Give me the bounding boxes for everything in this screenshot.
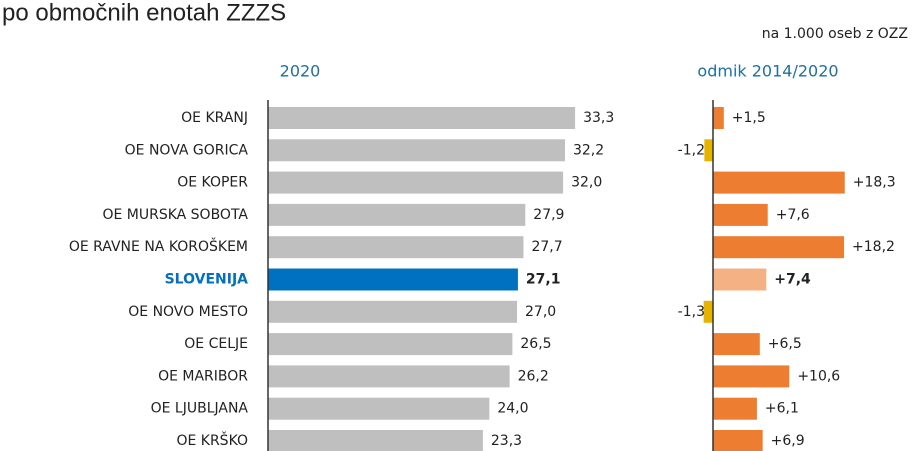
bar [268,397,490,420]
panel-title: odmik 2014/2020 [697,62,838,81]
value-label: -1,3 [678,304,705,320]
value-label: 27,0 [525,304,556,320]
value-label: +6,5 [768,336,802,352]
category-label: OE KRANJ [181,110,248,126]
category-label: OE RAVNE NA KOROŠKEM [69,237,248,255]
bar [268,268,518,291]
value-label: 23,3 [491,433,522,449]
bar [268,139,565,162]
bar [268,171,564,194]
value-label: +7,6 [776,207,810,223]
bar [268,107,576,129]
bar [713,268,767,291]
category-label: OE MURSKA SOBOTA [102,207,248,223]
bar [268,203,526,226]
value-label: +6,1 [765,401,799,417]
value-label: +10,6 [797,368,840,384]
bar [713,171,845,194]
bar [268,236,524,259]
value-label: +7,4 [774,272,811,288]
bar [713,333,760,356]
category-label: OE CELJE [184,336,248,352]
value-label: -1,2 [678,142,705,158]
value-label: 26,2 [518,368,549,384]
value-label: 32,0 [571,175,602,191]
value-label: 27,1 [526,272,561,288]
bar [713,430,763,451]
value-label: +6,9 [771,433,805,449]
value-label: 27,7 [531,239,562,255]
bar [713,107,724,129]
bar [703,300,713,323]
category-label: OE NOVA GORICA [125,142,249,158]
page-title: po območnih enotah ZZZS [2,0,286,26]
value-label: +1,5 [732,110,766,126]
bar [268,430,483,451]
panel-title: 2020 [280,62,321,81]
category-label: OE LJUBLJANA [151,401,249,417]
bar [268,300,517,323]
value-label: +18,3 [853,175,896,191]
category-label: OE KOPER [177,175,248,191]
value-label: 24,0 [497,401,528,417]
bar [268,365,510,388]
category-label: OE MARIBOR [158,368,248,384]
value-label: 26,5 [520,336,551,352]
bar [713,365,790,388]
bar [268,333,513,356]
bar [704,139,713,162]
category-label: OE KRŠKO [176,431,248,449]
value-label: 27,9 [533,207,564,223]
unit-note: na 1.000 oseb z OZZ [762,26,908,42]
value-label: 32,2 [573,142,604,158]
category-label: OE NOVO MESTO [128,304,248,320]
value-label: 33,3 [583,110,614,126]
category-label: SLOVENIJA [165,272,249,288]
bar [713,397,757,420]
value-label: +18,2 [852,239,895,255]
bar [713,236,845,259]
bar [713,203,768,226]
